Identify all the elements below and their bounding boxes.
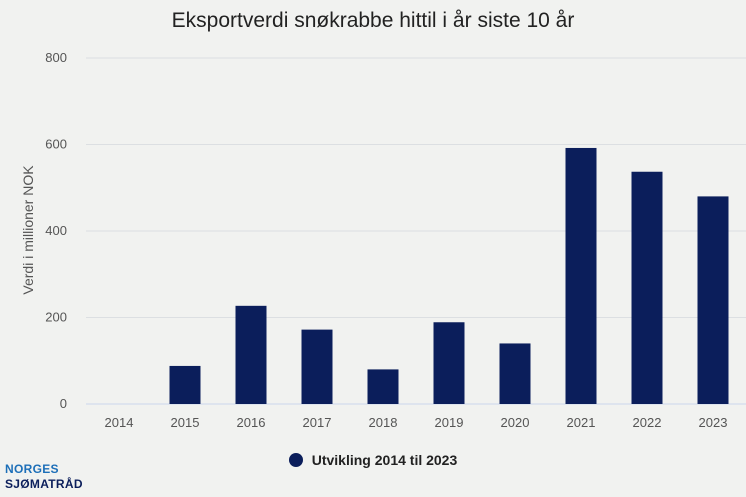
bar-2017[interactable] <box>301 329 333 404</box>
y-tick-label: 400 <box>45 223 67 238</box>
x-tick-label: 2021 <box>567 415 596 430</box>
x-tick-label: 2016 <box>237 415 266 430</box>
logo-line-1: NORGES <box>5 462 59 476</box>
x-tick-label: 2023 <box>699 415 728 430</box>
legend-swatch <box>288 453 303 467</box>
legend-label: Utvikling 2014 til 2023 <box>311 452 458 468</box>
logo-line-2: SJØMATRÅD <box>5 477 83 491</box>
bars <box>169 147 729 404</box>
bar-2020[interactable] <box>499 343 531 404</box>
y-tick-label: 0 <box>60 396 67 411</box>
bar-2023[interactable] <box>697 196 729 404</box>
y-tick-label: 800 <box>45 50 67 65</box>
x-tick-label: 2019 <box>435 415 464 430</box>
y-axis-title: Verdi i millioner NOK <box>20 165 36 295</box>
bar-2022[interactable] <box>631 171 663 404</box>
norges-sjomatrad-logo: NORGES SJØMATRÅD <box>5 462 83 492</box>
bar-2018[interactable] <box>367 369 399 404</box>
x-tick-label: 2017 <box>303 415 332 430</box>
x-tick-label: 2014 <box>105 415 134 430</box>
bar-2016[interactable] <box>235 305 267 404</box>
chart-title: Eksportverdi snøkrabbe hittil i år siste… <box>171 9 575 32</box>
bar-2015[interactable] <box>169 365 201 404</box>
legend[interactable]: Utvikling 2014 til 2023 <box>0 452 746 468</box>
x-tick-label: 2018 <box>369 415 398 430</box>
bar-2019[interactable] <box>433 322 465 404</box>
y-tick-label: 600 <box>45 137 67 152</box>
bar-2021[interactable] <box>565 147 597 404</box>
y-tick-label: 200 <box>45 310 67 325</box>
y-axis-ticks: 0 200 400 600 800 <box>45 50 67 411</box>
x-axis-ticks: 2014 2015 2016 2017 2018 2019 2020 2021 2022 2023 <box>105 415 728 430</box>
x-tick-label: 2015 <box>171 415 200 430</box>
x-tick-label: 2022 <box>633 415 662 430</box>
x-tick-label: 2020 <box>501 415 530 430</box>
